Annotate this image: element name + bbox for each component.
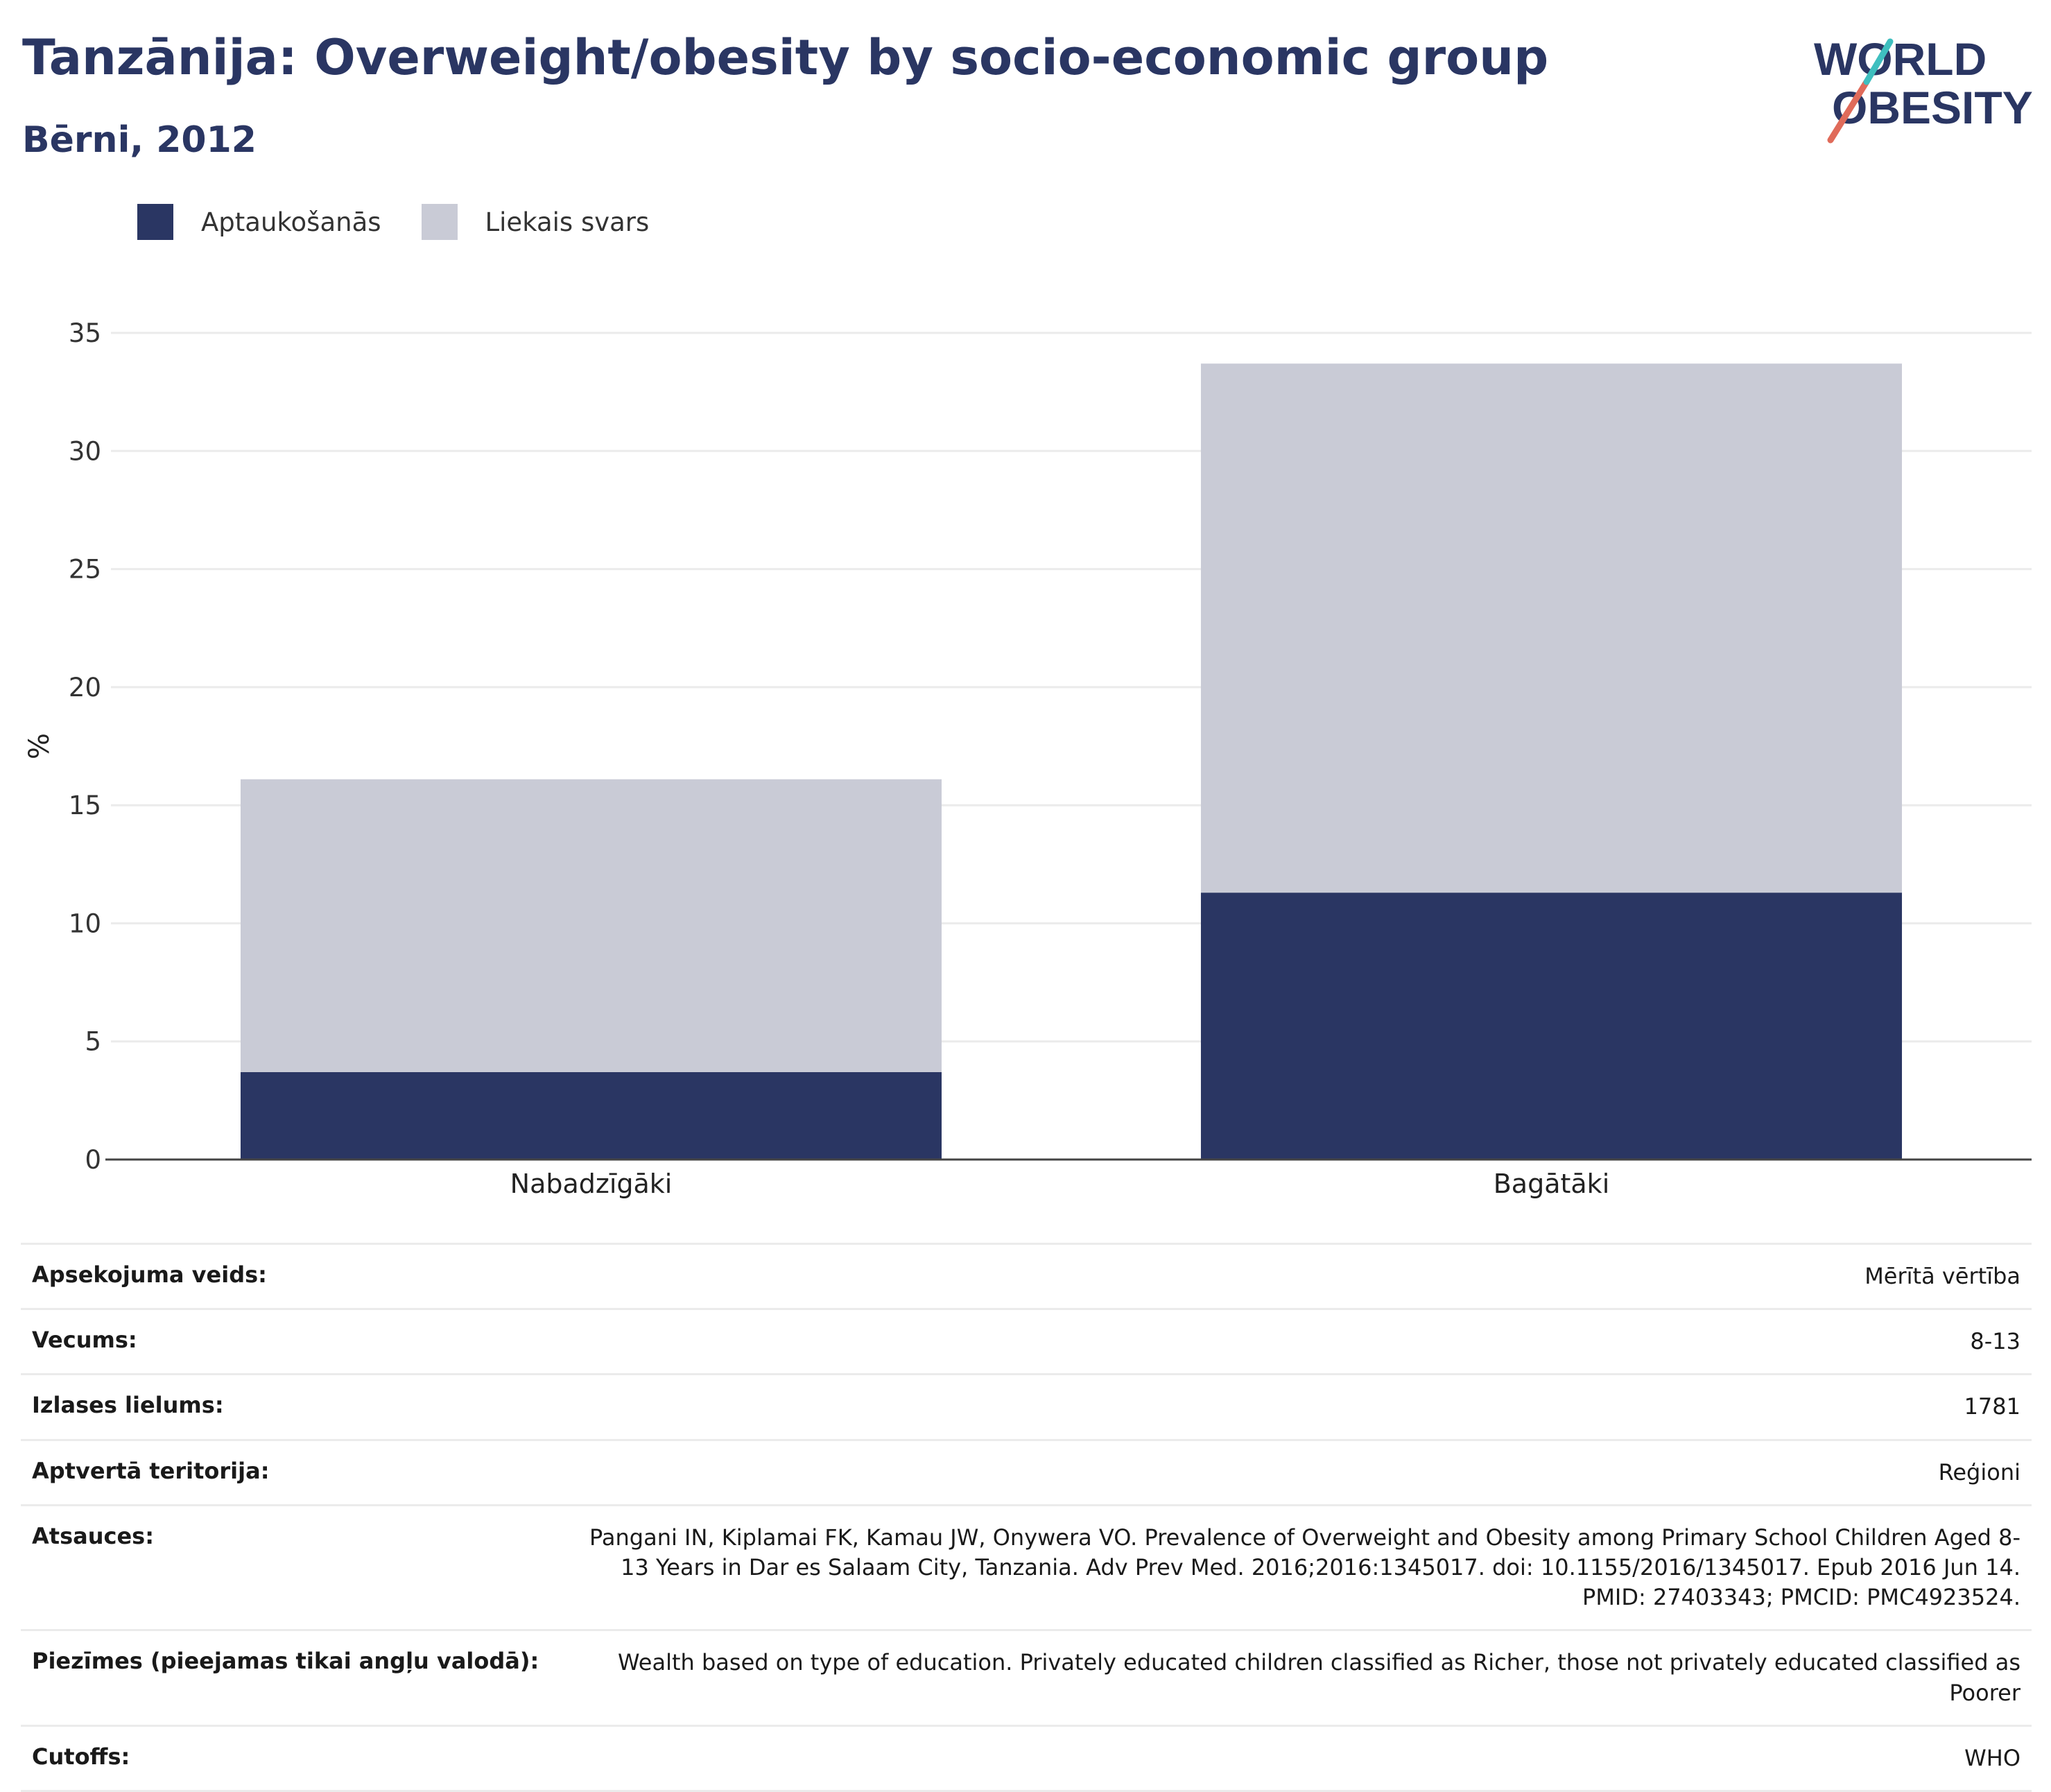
metadata-label: Vecums: xyxy=(21,1308,570,1375)
metadata-label: Aptvertā teritorija: xyxy=(21,1438,570,1506)
metadata-value: 8-13 xyxy=(570,1308,2032,1375)
metadata-value: Pangani IN, Kiplamai FK, Kamau JW, Onywe… xyxy=(570,1504,2032,1630)
logo-line-1: WORLD xyxy=(1814,33,1987,85)
bar-segment[interactable] xyxy=(1200,893,1903,1160)
metadata-row: Atsauces: Pangani IN, Kiplamai FK, Kamau … xyxy=(21,1504,2032,1630)
y-tick-label: 25 xyxy=(69,555,101,585)
x-tick-label: Bagātāki xyxy=(1494,1169,1610,1199)
y-tick-label: 10 xyxy=(69,908,101,938)
legend-label-overweight: Liekais svars xyxy=(485,207,650,237)
bar-segment[interactable] xyxy=(240,779,942,1072)
metadata-row: Piezīmes (pieejamas tikai angļu valodā):… xyxy=(21,1629,2032,1726)
metadata-row: Cutoffs: WHO xyxy=(21,1724,2032,1792)
y-tick-label: 35 xyxy=(69,318,101,348)
metadata-value: 1781 xyxy=(570,1373,2032,1440)
legend-swatch-overweight xyxy=(421,204,458,240)
y-tick-label: 5 xyxy=(85,1027,101,1057)
y-tick-label: 30 xyxy=(69,436,101,466)
y-tick-label: 0 xyxy=(85,1145,101,1175)
legend-swatch-obesity xyxy=(137,204,173,240)
y-axis-label: % xyxy=(24,733,55,759)
logo-line-2: OBESITY xyxy=(1832,82,2033,133)
chart-title: Tanzānija: Overweight/obesity by socio-e… xyxy=(22,29,1549,86)
chart-subtitle: Bērni, 2012 xyxy=(22,119,257,161)
metadata-label: Izlases lielums: xyxy=(21,1373,570,1440)
metadata-row: Izlases lielums: 1781 xyxy=(21,1373,2032,1440)
metadata-table: Apsekojuma veids: Mērītā vērtība Vecums: 8-… xyxy=(21,1242,2032,1792)
metadata-row: Aptvertā teritorija: Reģioni xyxy=(21,1438,2032,1506)
stacked-bar-chart: 0 5 10 15 20 25 30 35% Nabadzīgāki Bagātāki xyxy=(24,318,2032,1199)
metadata-label: Apsekojuma veids: xyxy=(21,1242,570,1309)
legend-item-obesity[interactable]: Aptaukošanās xyxy=(137,204,381,240)
world-obesity-logo: WORLD OBESITY xyxy=(1814,33,2033,144)
metadata-value: Reģioni xyxy=(570,1438,2032,1506)
chart-legend: Aptaukošanās Liekais svars xyxy=(137,204,689,240)
metadata-row: Vecums: 8-13 xyxy=(21,1308,2032,1375)
legend-item-overweight[interactable]: Liekais svars xyxy=(421,204,650,240)
logo-slash-red xyxy=(1827,78,1870,144)
x-tick-label: Nabadzīgāki xyxy=(510,1169,673,1199)
logo-slash-teal xyxy=(1863,38,1894,85)
metadata-label: Cutoffs: xyxy=(21,1724,570,1792)
metadata-value: WHO xyxy=(570,1724,2032,1792)
metadata-label: Atsauces: xyxy=(21,1504,570,1630)
bar-segment[interactable] xyxy=(240,1071,942,1160)
y-tick-label: 20 xyxy=(69,673,101,703)
metadata-value: Wealth based on type of education. Priva… xyxy=(570,1629,2032,1726)
legend-label-obesity: Aptaukošanās xyxy=(201,207,381,237)
bar-segment[interactable] xyxy=(1200,363,1903,893)
y-tick-label: 15 xyxy=(69,791,101,820)
metadata-row: Apsekojuma veids: Mērītā vērtība xyxy=(21,1242,2032,1309)
metadata-value: Mērītā vērtība xyxy=(570,1242,2032,1309)
metadata-label: Piezīmes (pieejamas tikai angļu valodā): xyxy=(21,1629,570,1726)
